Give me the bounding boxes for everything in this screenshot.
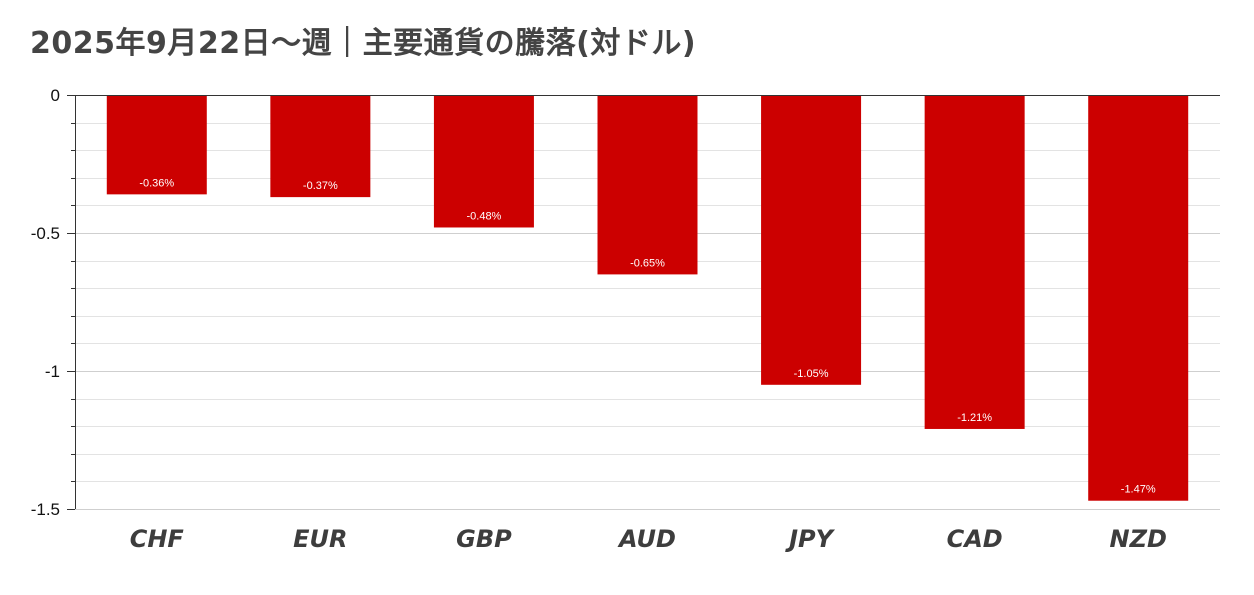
x-tick-label: NZD [1110,525,1167,553]
x-tick-label: CHF [130,525,185,553]
chart-title: 2025年9月22日～週｜主要通貨の騰落(対ドル) [30,26,697,61]
x-tick-label: EUR [293,525,347,553]
labels: -0.36% CHF -0.37% EUR -0.48% GBP -0.65% AUD -1.0… [31,86,1167,553]
bar-nzd [1088,95,1189,501]
bar-chf [106,95,207,195]
data-label: -1.21% [957,412,992,424]
data-label: -1.05% [794,368,829,380]
x-tick-label: AUD [617,525,676,553]
bar-eur [270,95,371,198]
y-tick-label: 0 [51,86,60,105]
data-label: -0.36% [139,177,174,189]
bar-aud [597,95,698,275]
x-tick-label: CAD [947,525,1003,553]
bar-cad [924,95,1025,429]
y-tick-label: -1.5 [31,500,60,519]
data-label: -0.37% [303,180,338,192]
bar-gbp [433,95,534,228]
x-tick-label: GBP [456,525,512,553]
bars [106,95,1189,501]
data-label: -0.48% [466,210,501,222]
data-label: -0.65% [630,257,665,269]
axes [67,95,1220,510]
grid-lines [75,95,1220,510]
bar-jpy [761,95,862,385]
y-tick-label: -1 [45,362,60,381]
data-label: -1.47% [1121,484,1156,496]
x-tick-label: JPY [785,525,836,553]
y-tick-label: -0.5 [31,224,60,243]
